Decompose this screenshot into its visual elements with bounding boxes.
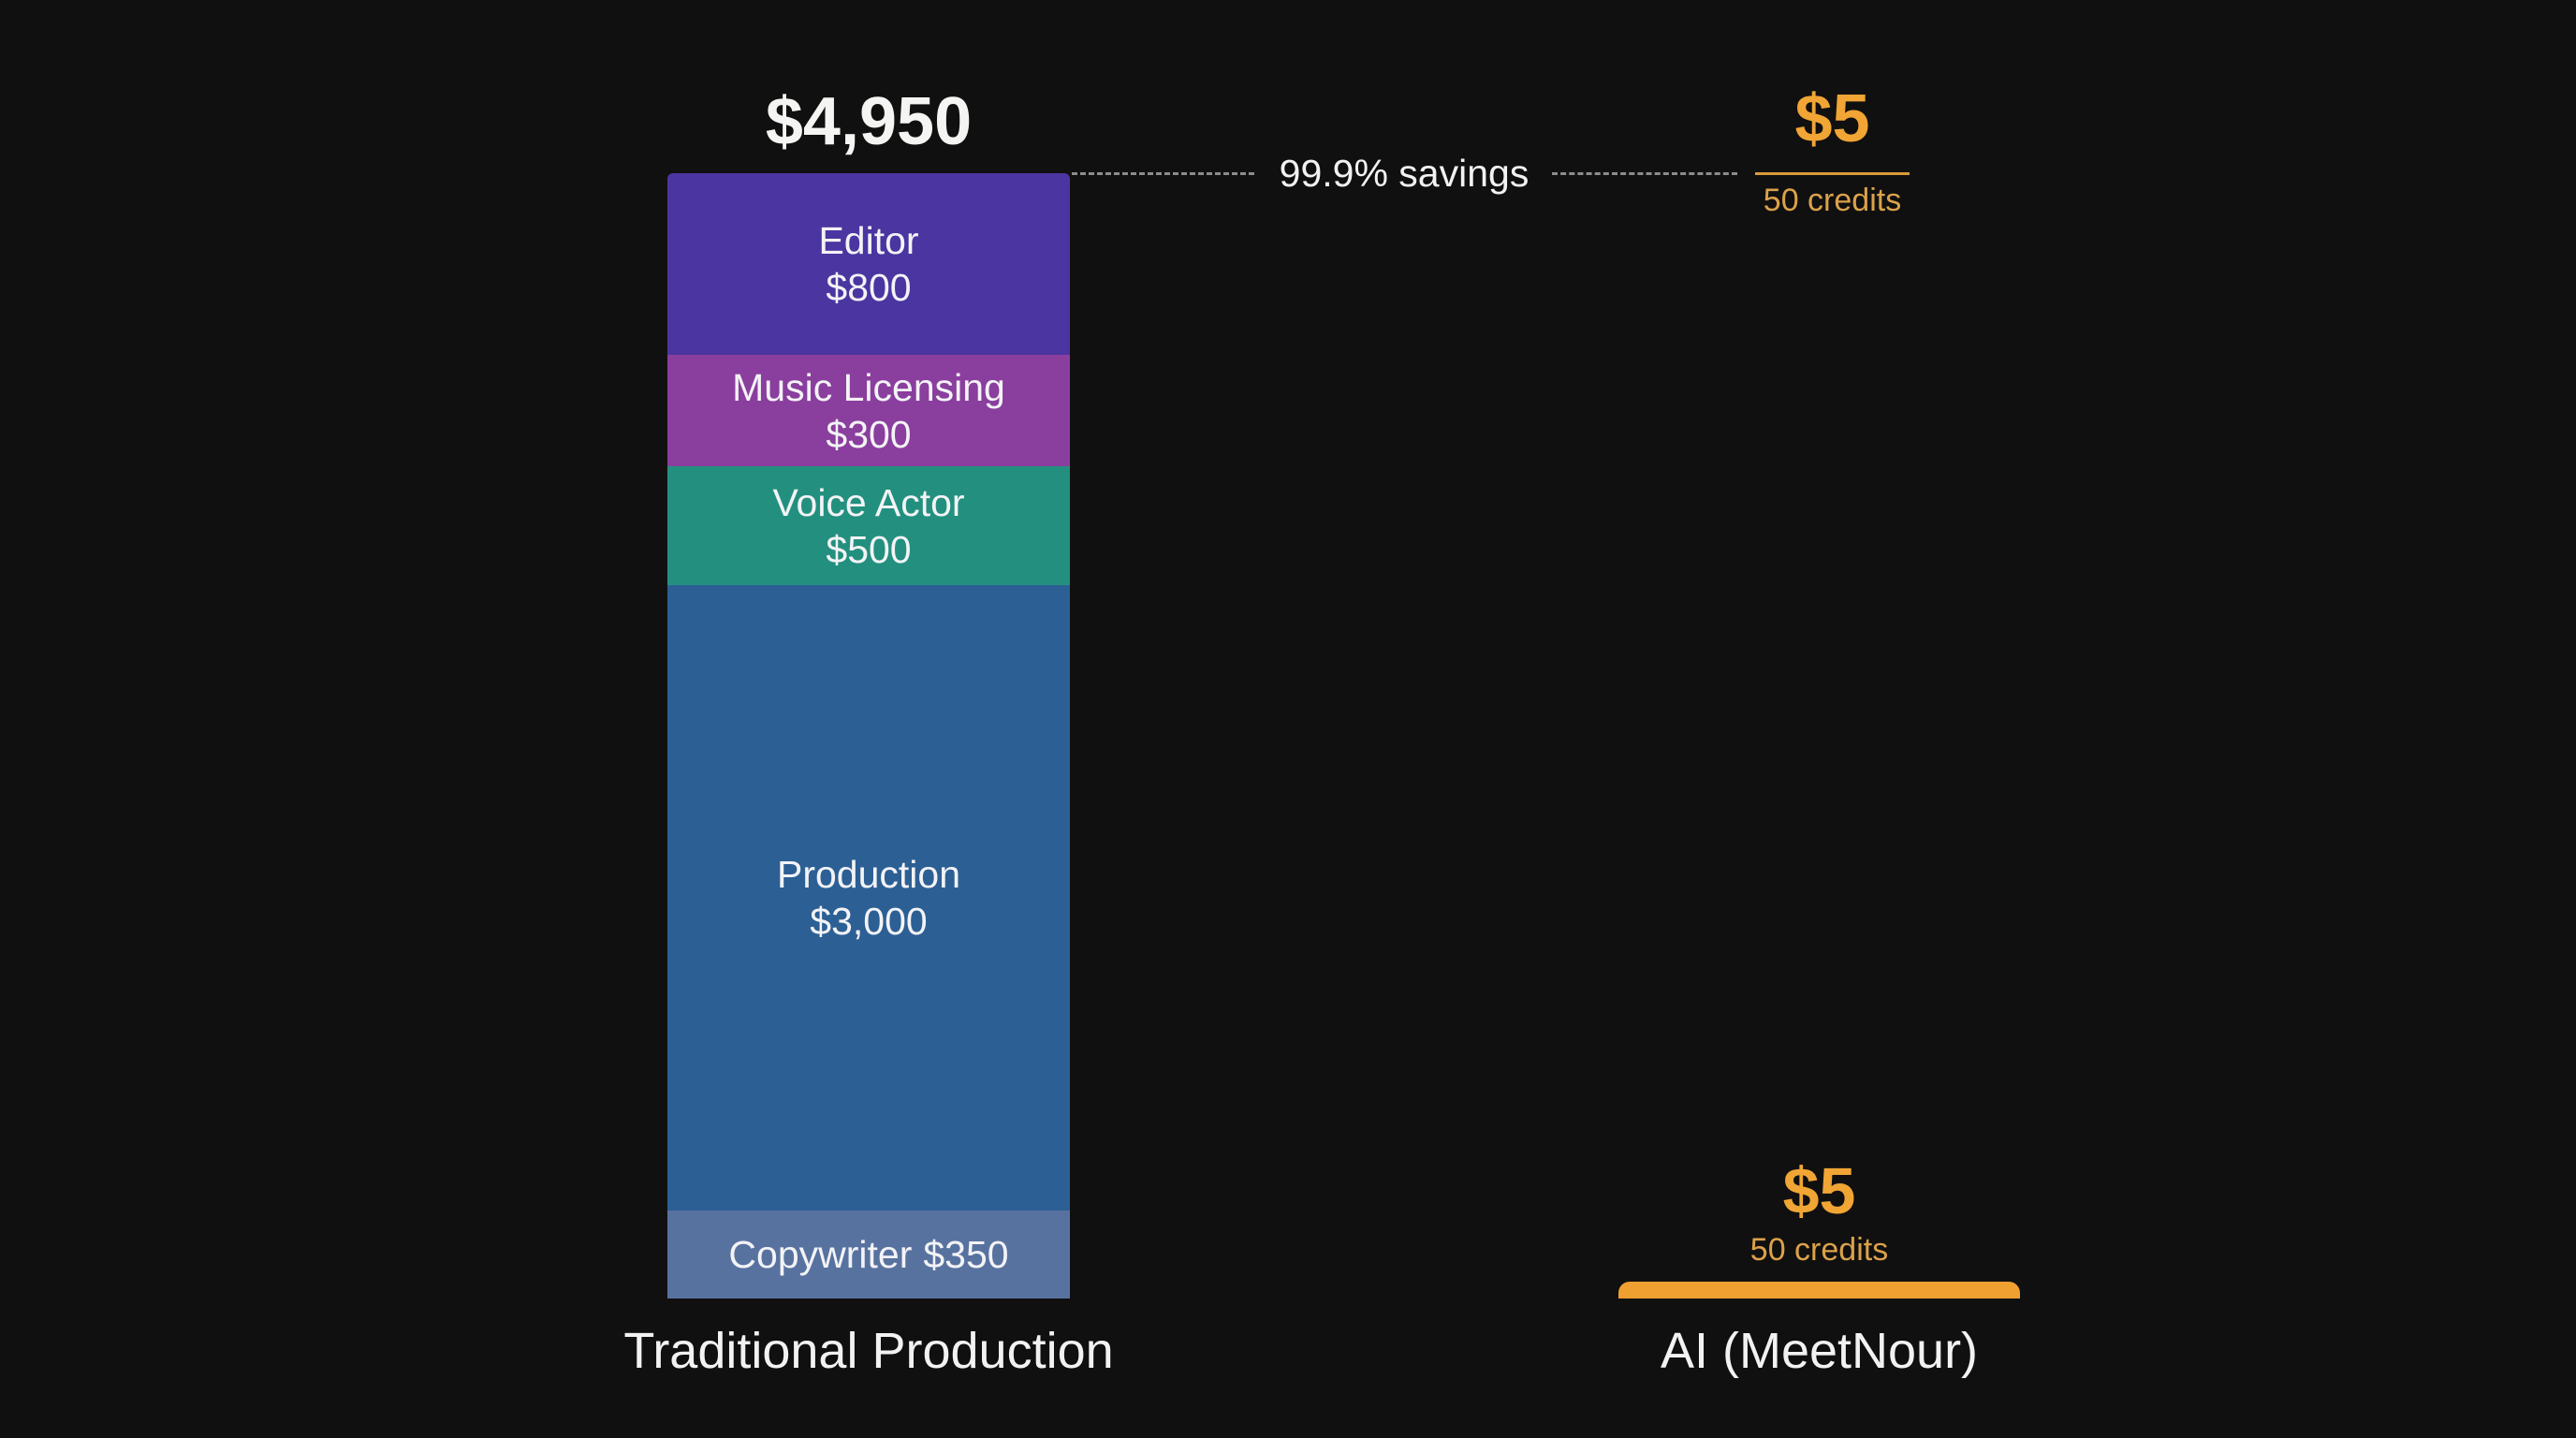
segment-editor-label: Editor [818,219,919,262]
segment-voice-value: $500 [826,527,912,571]
segment-music-label: Music Licensing [732,365,1005,409]
segment-voice-actor: Voice Actor $500 [667,466,1070,585]
segment-production: Production $3,000 [667,585,1070,1211]
ai-reference-price: $5 [1794,81,1870,156]
segment-copywriter: Copywriter $350 [667,1211,1070,1299]
ai-reference-underline [1755,172,1910,175]
x-label-traditional: Traditional Production [623,1323,1114,1379]
savings-connector-right [1552,172,1737,175]
savings-label: 99.9% savings [1279,152,1530,195]
traditional-stacked-bar: Editor $800 Music Licensing $300 Voice A… [667,173,1070,1299]
segment-production-label: Production [776,853,960,896]
segment-copywriter-label: Copywriter [728,1233,913,1276]
ai-bar-price: $5 [1782,1154,1856,1227]
ai-bar-credits: 50 credits [1749,1232,1889,1268]
segment-music-value: $300 [826,412,912,456]
segment-voice-label: Voice Actor [772,480,965,524]
segment-music-licensing: Music Licensing $300 [667,355,1070,466]
ai-bar [1618,1282,2020,1299]
x-label-ai: AI (MeetNour) [1660,1323,1979,1379]
ai-reference-credits: 50 credits [1763,183,1902,218]
traditional-total: $4,950 [765,84,973,159]
savings-connector-left [1072,172,1254,175]
segment-production-value: $3,000 [810,900,928,943]
segment-copywriter-value: $350 [923,1233,1009,1276]
segment-editor: Editor $800 [667,173,1070,355]
segment-editor-value: $800 [826,266,912,309]
